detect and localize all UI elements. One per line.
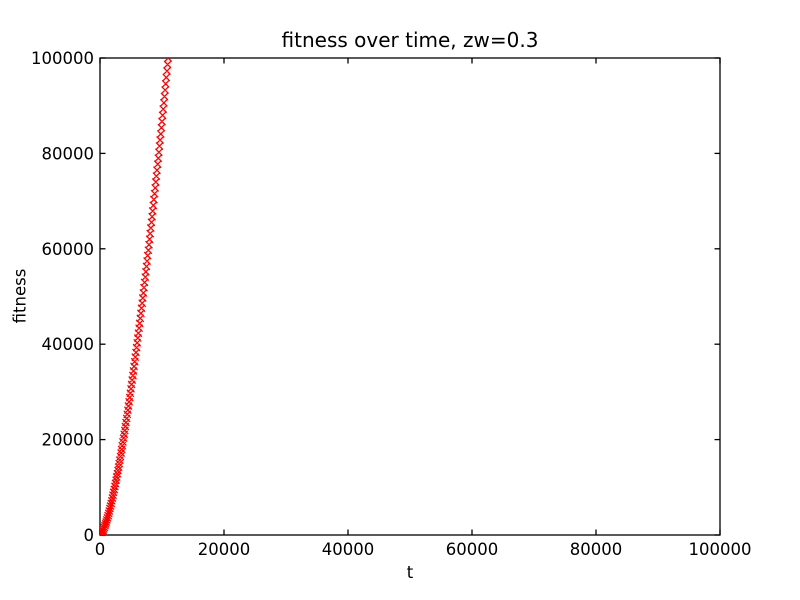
x-tick-label: 100000: [689, 540, 752, 559]
x-tick-label: 60000: [446, 540, 499, 559]
y-tick-label: 0: [84, 526, 95, 545]
y-tick-label: 40000: [42, 335, 95, 354]
y-tick-label: 60000: [42, 240, 95, 259]
x-tick-label: 80000: [570, 540, 623, 559]
x-axis-label: t: [406, 563, 414, 582]
x-tick-label: 40000: [322, 540, 375, 559]
chart-title: fitness over time, zw=0.3: [281, 28, 539, 52]
axes-frame: [99, 57, 721, 536]
x-tick-label: 0: [95, 540, 106, 559]
y-tick-label: 20000: [42, 431, 95, 450]
data-series-markers: [100, 58, 173, 535]
y-tick-label: 80000: [42, 144, 95, 163]
y-tick-label: 100000: [31, 49, 94, 68]
x-tick-label: 20000: [198, 540, 251, 559]
